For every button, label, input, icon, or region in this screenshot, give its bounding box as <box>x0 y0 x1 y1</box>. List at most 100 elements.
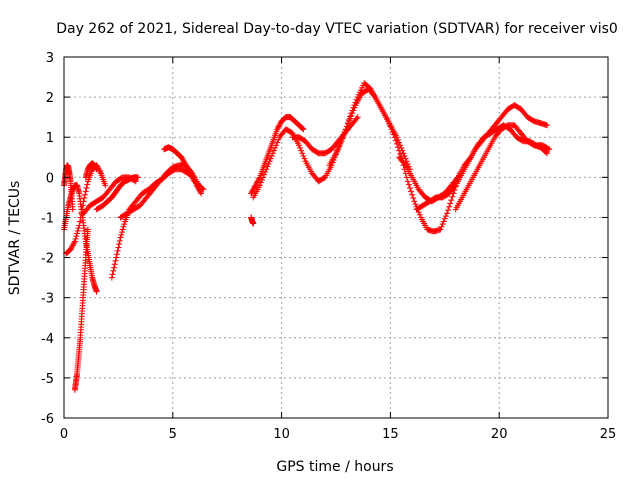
data-point <box>337 139 344 146</box>
data-point <box>134 174 141 181</box>
data-point <box>299 125 306 132</box>
data-point <box>198 190 205 197</box>
data-point <box>182 162 189 169</box>
series-arc-11 <box>248 114 307 197</box>
data-point <box>118 231 125 238</box>
data-point <box>390 131 397 138</box>
data-point <box>404 178 411 185</box>
data-point <box>67 246 74 253</box>
data-point <box>68 245 75 252</box>
series-arc-2 <box>61 162 76 213</box>
data-point <box>84 226 91 233</box>
x-tick-label: 25 <box>600 427 617 442</box>
data-point <box>82 191 89 198</box>
y-tick-label: 2 <box>46 91 54 106</box>
data-point <box>69 206 76 213</box>
data-point <box>400 150 407 157</box>
data-points <box>61 80 553 393</box>
data-point <box>296 142 303 149</box>
data-point <box>344 120 351 127</box>
data-point <box>448 197 455 204</box>
data-point <box>93 166 100 173</box>
data-point <box>546 146 553 153</box>
y-tick-label: -1 <box>41 211 54 226</box>
y-tick-label: -6 <box>41 412 54 427</box>
data-point <box>262 168 269 175</box>
data-point <box>441 215 448 222</box>
data-point <box>186 168 193 175</box>
y-tick-label: 1 <box>46 131 54 146</box>
data-point <box>274 126 281 133</box>
data-point <box>261 171 268 178</box>
data-point <box>96 167 103 174</box>
data-point <box>114 247 121 254</box>
data-point <box>266 158 273 165</box>
data-point <box>97 168 104 175</box>
data-point <box>447 200 454 207</box>
data-point <box>403 174 410 181</box>
data-point <box>93 288 100 295</box>
data-point <box>440 218 447 225</box>
data-point <box>69 242 76 249</box>
data-point <box>253 181 260 188</box>
data-point <box>267 155 274 162</box>
data-point <box>111 264 118 271</box>
data-point <box>248 189 255 196</box>
data-point <box>113 254 120 261</box>
data-point <box>449 193 456 200</box>
data-point <box>187 171 194 178</box>
data-point <box>439 221 446 228</box>
x-tick-label: 5 <box>169 427 177 442</box>
data-point <box>254 178 261 185</box>
axes: 0 5 10 15 20 25 -6 -5 -4 -3 -2 -1 0 1 2 3 <box>41 51 616 442</box>
data-point <box>401 152 408 159</box>
data-point <box>437 226 444 233</box>
data-point <box>445 207 452 214</box>
data-point <box>260 174 267 181</box>
x-tick-label: 15 <box>382 427 399 442</box>
data-point <box>263 166 270 173</box>
data-point <box>199 185 206 192</box>
data-point <box>268 152 275 159</box>
series-arc-5 <box>82 160 100 181</box>
data-point <box>339 134 346 141</box>
data-point <box>386 120 393 127</box>
data-point <box>178 154 185 161</box>
y-tick-label: -3 <box>41 292 54 307</box>
data-point <box>544 150 551 157</box>
data-point <box>270 147 277 154</box>
data-point <box>185 166 192 173</box>
grid <box>64 57 608 418</box>
data-point <box>116 237 123 244</box>
data-point <box>76 218 83 225</box>
data-point <box>185 167 192 174</box>
y-tick-label: -4 <box>41 332 54 347</box>
data-point <box>80 198 87 205</box>
data-point <box>401 160 408 167</box>
series-arc-15 <box>396 122 553 205</box>
data-point <box>277 120 284 127</box>
data-point <box>387 123 394 130</box>
data-point <box>336 142 343 149</box>
data-point <box>264 163 271 170</box>
data-point <box>117 234 124 241</box>
data-point <box>385 118 392 125</box>
data-point <box>121 221 128 228</box>
x-tick-label: 10 <box>273 427 290 442</box>
series-arc-17 <box>452 122 551 213</box>
data-point <box>411 198 418 205</box>
data-point <box>338 136 345 143</box>
data-point <box>334 147 341 154</box>
data-point <box>68 243 75 250</box>
data-point <box>298 124 305 131</box>
data-point <box>274 139 281 146</box>
data-point <box>297 144 304 151</box>
data-point <box>250 220 257 227</box>
data-point <box>346 118 353 125</box>
data-point <box>300 126 307 133</box>
series-arc-18 <box>248 214 257 227</box>
data-point <box>406 185 413 192</box>
data-point <box>179 156 186 163</box>
data-point <box>393 140 400 147</box>
data-point <box>265 160 272 167</box>
